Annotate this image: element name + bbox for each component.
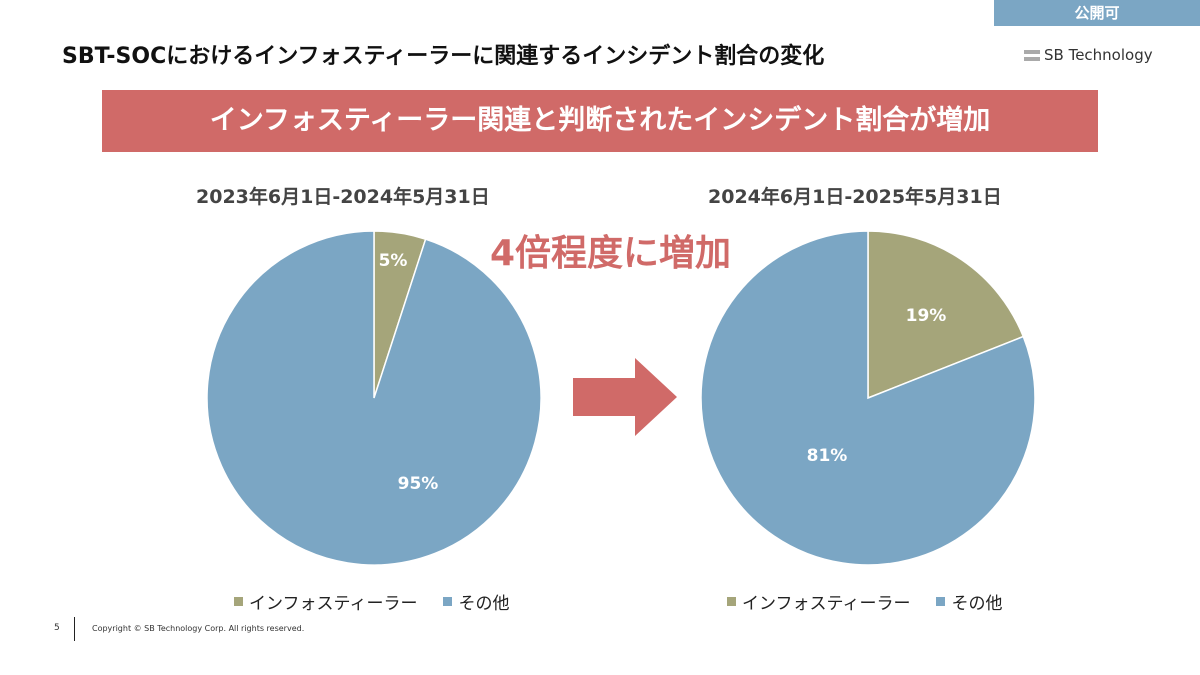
legend-swatch: [443, 597, 453, 606]
legend-swatch: [936, 597, 946, 606]
page-number: 5: [54, 623, 60, 633]
legend-item-other: その他: [936, 589, 1002, 614]
chart-2-legend: インフォスティーラー その他: [727, 589, 1002, 614]
logo-text: SB Technology: [1044, 46, 1153, 64]
footer-divider: [74, 617, 75, 641]
chart-2-label-other: 81%: [806, 446, 848, 466]
legend-label: インフォスティーラー: [742, 594, 911, 614]
chart-1-label-other: 95%: [397, 474, 439, 494]
chart-2-title: 2024年6月1日-2025年5月31日: [708, 186, 1002, 208]
chart-2-slice-infostealer: [867, 230, 1025, 400]
company-logo: SB Technology: [1024, 46, 1153, 64]
legend-item-infostealer: インフォスティーラー: [727, 589, 910, 614]
increase-callout: 4倍程度に増加: [490, 233, 732, 274]
chart-1-label-infostealer: 5%: [378, 251, 408, 271]
page-title: SBT-SOCにおけるインフォスティーラーに関連するインシデント割合の変化: [62, 44, 825, 69]
chart-1-slice-other: [206, 230, 542, 566]
logo-mark-icon: [1024, 49, 1040, 61]
right-arrow-icon: [573, 358, 677, 436]
legend-swatch: [727, 597, 736, 606]
legend-label: その他: [458, 594, 510, 614]
chart-2-label-infostealer: 19%: [905, 306, 947, 326]
legend-label: その他: [951, 594, 1003, 614]
copyright: Copyright © SB Technology Corp. All righ…: [92, 624, 305, 633]
legend-item-infostealer: インフォスティーラー: [234, 589, 417, 614]
chart-1-legend: インフォスティーラー その他: [234, 589, 509, 614]
chart-2-slice-other: [700, 230, 1036, 566]
legend-label: インフォスティーラー: [249, 594, 418, 614]
chart-1-title: 2023年6月1日-2024年5月31日: [196, 186, 490, 208]
legend-swatch: [234, 597, 243, 606]
headline-banner: インフォスティーラー関連と判断されたインシデント割合が増加: [102, 90, 1098, 152]
public-badge: 公開可: [994, 0, 1200, 26]
legend-item-other: その他: [443, 589, 509, 614]
